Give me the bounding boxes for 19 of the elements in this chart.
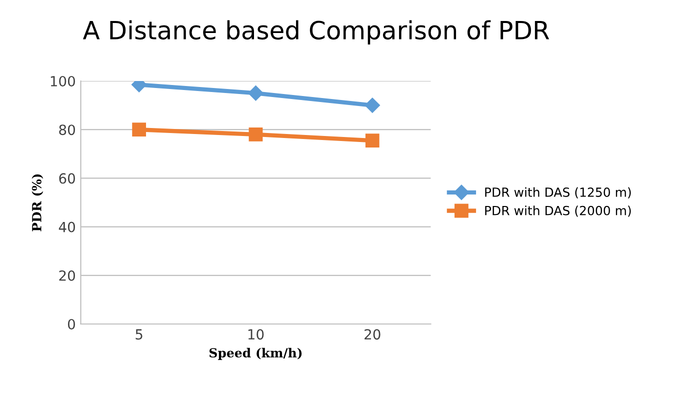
point (364, 98, 380, 113)
point (365, 134, 380, 148)
point (248, 128, 263, 142)
x-tick-label: 10 (248, 329, 264, 340)
point (132, 122, 146, 137)
y-tick-label: 80 (59, 124, 75, 136)
x-axis-title: Speed (km/h) (209, 348, 302, 360)
point (248, 86, 264, 101)
y-tick-label: 0 (68, 318, 75, 330)
x-tick-label: 5 (136, 329, 142, 340)
y-tick-label: 20 (59, 270, 75, 281)
y-tick-label: 60 (59, 173, 75, 184)
y-axis-title: PDR (%) (32, 174, 44, 232)
chart-title: A Distance based Comparison of PDR (82, 20, 550, 44)
y-tick-label: 40 (58, 222, 75, 232)
legend-label: PDR with DAS (2000 m) (485, 206, 631, 217)
y-tick-label: 100 (50, 76, 75, 86)
x-tick-label: 20 (364, 329, 380, 340)
legend-label: PDR with DAS (1250 m) (485, 187, 631, 198)
